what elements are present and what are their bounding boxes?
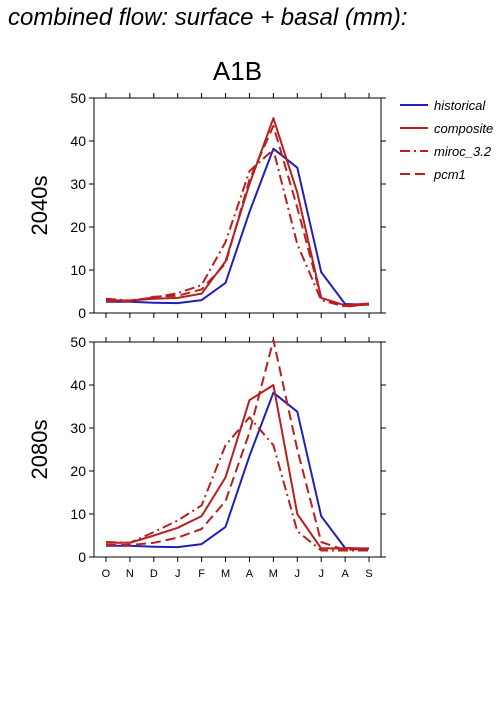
x-tick-label: S bbox=[365, 568, 372, 580]
y-axis-label: 2040s bbox=[27, 176, 52, 236]
series-line-pcm1 bbox=[106, 338, 370, 552]
series-line-miroc-3-2 bbox=[105, 148, 370, 308]
y-tick-label: 40 bbox=[70, 133, 86, 149]
y-tick-label: 10 bbox=[70, 506, 86, 522]
x-tick-label: N bbox=[126, 568, 134, 580]
page-title: combined flow: surface + basal (mm): bbox=[8, 4, 408, 31]
series-line-pcm1 bbox=[105, 124, 370, 308]
series-line-historical bbox=[106, 391, 370, 550]
x-tick-label: J bbox=[318, 568, 324, 580]
legend-label: miroc_3.2 bbox=[434, 144, 492, 159]
x-tick-label: M bbox=[221, 568, 230, 580]
y-axis-label: 2080s bbox=[27, 420, 52, 480]
chart-panel-1: 0 10 20 30 40 50 A1B 2040s bbox=[27, 56, 386, 321]
x-tick-label: F bbox=[198, 568, 205, 580]
y-tick-label: 30 bbox=[70, 176, 86, 192]
plot-frame bbox=[93, 341, 382, 558]
series-line-composite bbox=[105, 117, 370, 307]
y-tick-label: 20 bbox=[70, 463, 86, 479]
x-tick-label: M bbox=[269, 568, 278, 580]
x-tick-label: O bbox=[102, 568, 111, 580]
x-tick-label: D bbox=[150, 568, 158, 580]
chart-panel-2: 0 10 20 30 40 50 O N D J F M A M J J A S 2080s bbox=[27, 334, 386, 580]
y-tick-label: 30 bbox=[70, 420, 86, 436]
plot-frame bbox=[93, 97, 382, 314]
x-tick-label: A bbox=[341, 568, 349, 580]
legend-label: historical bbox=[434, 98, 486, 113]
legend: historical composite miroc_3.2 pcm1 bbox=[400, 98, 493, 182]
chart-title: A1B bbox=[213, 56, 262, 86]
y-tick-label: 0 bbox=[78, 549, 86, 565]
y-tick-label: 40 bbox=[70, 377, 86, 393]
y-tick-label: 10 bbox=[70, 262, 86, 278]
x-tick-label: A bbox=[246, 568, 254, 580]
series-line-miroc-3-2 bbox=[105, 416, 369, 552]
y-tick-label: 50 bbox=[70, 90, 86, 106]
legend-label: composite bbox=[434, 121, 493, 136]
y-tick-label: 0 bbox=[78, 305, 86, 321]
y-tick-label: 50 bbox=[70, 334, 86, 350]
x-tick-label: J bbox=[175, 568, 181, 580]
y-tick-label: 20 bbox=[70, 219, 86, 235]
x-tick-label: J bbox=[295, 568, 301, 580]
series-line-composite bbox=[106, 384, 369, 550]
series-line-historical bbox=[106, 147, 370, 306]
legend-label: pcm1 bbox=[433, 167, 466, 182]
